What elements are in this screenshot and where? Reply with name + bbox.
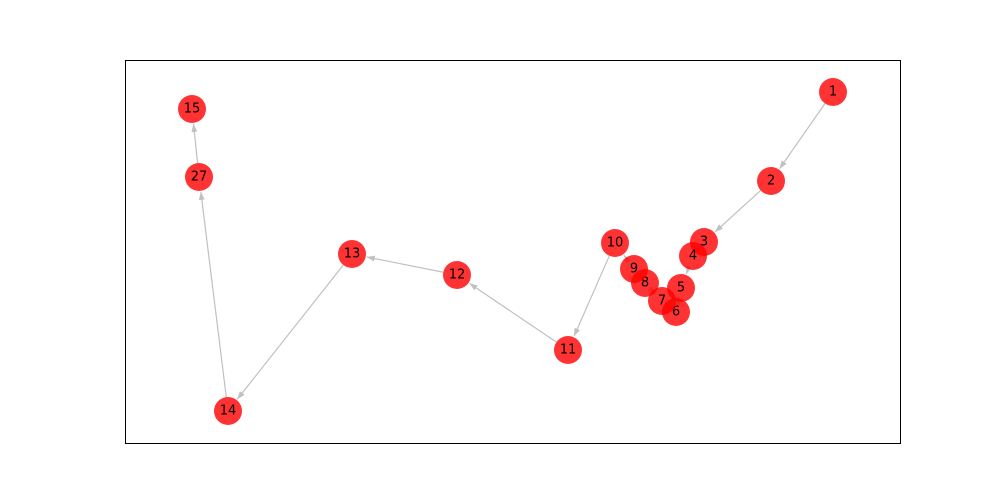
node-circle xyxy=(679,242,707,270)
node-label: 10 xyxy=(607,236,624,251)
edge-12-to-13 xyxy=(366,255,444,273)
node-circle xyxy=(601,229,629,257)
edge-27-to-15 xyxy=(191,123,199,164)
edge-4-to-5 xyxy=(685,265,692,275)
node-circle xyxy=(214,397,242,425)
node-label: 2 xyxy=(767,174,775,189)
edge-13-to-14 xyxy=(236,264,344,400)
node-label: 8 xyxy=(641,276,649,291)
node-13: 13 xyxy=(338,240,366,268)
node-circle xyxy=(443,261,471,289)
node-circle xyxy=(648,287,676,315)
node-14: 14 xyxy=(214,397,242,425)
node-circle xyxy=(178,95,206,123)
node-label: 12 xyxy=(449,268,466,283)
node-label: 4 xyxy=(689,249,697,264)
node-label: 3 xyxy=(700,235,708,250)
node-circle xyxy=(185,163,213,191)
node-circle xyxy=(338,240,366,268)
node-label: 13 xyxy=(344,247,361,262)
edges-layer xyxy=(191,103,826,400)
plot-frame xyxy=(125,60,901,444)
node-circle xyxy=(819,78,847,106)
edge-2-to-3 xyxy=(714,189,762,233)
edge-9-to-10 xyxy=(623,254,631,264)
node-7: 7 xyxy=(648,287,676,315)
node-label: 11 xyxy=(560,343,577,358)
node-10: 10 xyxy=(601,229,629,257)
node-15: 15 xyxy=(178,95,206,123)
node-label: 5 xyxy=(677,281,685,296)
node-1: 1 xyxy=(819,78,847,106)
edge-1-to-2 xyxy=(779,103,826,170)
node-label: 9 xyxy=(630,262,638,277)
node-label: 1 xyxy=(829,85,837,100)
node-4: 4 xyxy=(679,242,707,270)
node-12: 12 xyxy=(443,261,471,289)
node-9: 9 xyxy=(620,255,648,283)
edge-10-to-11 xyxy=(573,255,610,337)
edge-11-to-12 xyxy=(469,282,557,343)
node-11: 11 xyxy=(554,336,582,364)
node-label: 14 xyxy=(220,404,237,419)
node-label: 15 xyxy=(184,102,201,117)
edge-14-to-27 xyxy=(198,191,227,398)
node-label: 27 xyxy=(191,170,208,185)
node-circle xyxy=(620,255,648,283)
node-27: 27 xyxy=(185,163,213,191)
node-circle xyxy=(757,167,785,195)
node-label: 6 xyxy=(672,305,680,320)
node-circle xyxy=(554,336,582,364)
node-2: 2 xyxy=(757,167,785,195)
node-label: 7 xyxy=(658,294,666,309)
